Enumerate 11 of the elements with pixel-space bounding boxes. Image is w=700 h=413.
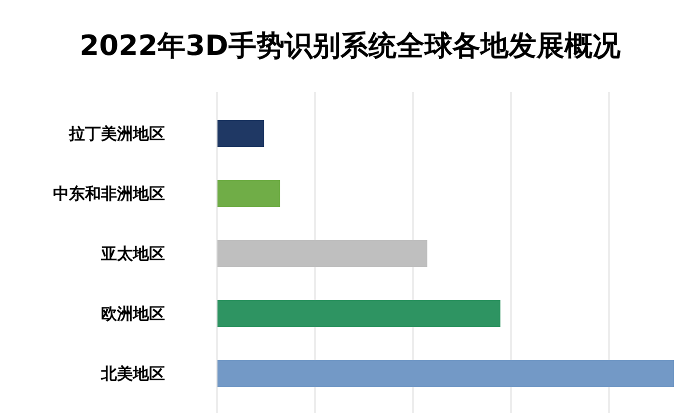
chart-title: 2022年3D手势识别系统全球各地发展概况 bbox=[80, 29, 622, 62]
y-tick-label: 北美地区 bbox=[100, 364, 165, 384]
bar bbox=[217, 180, 280, 207]
y-tick-label: 拉丁美洲地区 bbox=[68, 124, 165, 144]
y-tick-label: 中东和非洲地区 bbox=[53, 184, 165, 204]
y-tick-label: 亚太地区 bbox=[100, 244, 165, 264]
bar bbox=[217, 300, 500, 327]
bar bbox=[217, 240, 428, 267]
bar bbox=[217, 360, 674, 387]
bar bbox=[217, 120, 264, 147]
y-tick-label: 欧洲地区 bbox=[101, 304, 165, 324]
